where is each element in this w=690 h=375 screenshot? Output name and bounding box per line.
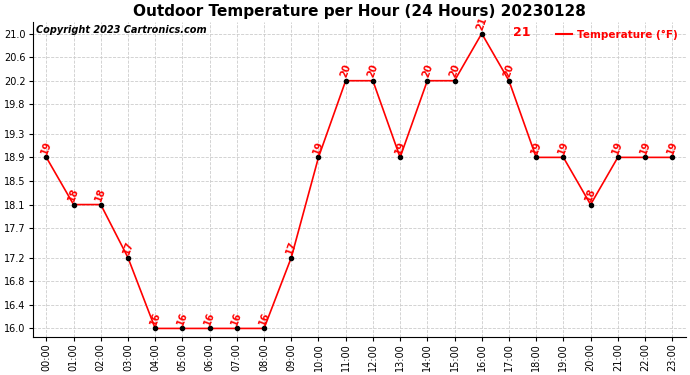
Text: 19: 19 (393, 139, 407, 155)
Text: 19: 19 (529, 139, 543, 155)
Text: 20: 20 (448, 62, 462, 78)
Text: 20: 20 (339, 62, 353, 78)
Text: 16: 16 (203, 310, 217, 326)
Text: 21: 21 (513, 27, 530, 39)
Text: 16: 16 (175, 310, 190, 326)
Text: 16: 16 (257, 310, 271, 326)
Text: 16: 16 (230, 310, 244, 326)
Text: 20: 20 (502, 62, 516, 78)
Text: 17: 17 (121, 239, 135, 255)
Text: 17: 17 (284, 239, 298, 255)
Text: 19: 19 (611, 139, 625, 155)
Text: 19: 19 (39, 139, 53, 155)
Text: 16: 16 (148, 310, 162, 326)
Text: 18: 18 (67, 186, 81, 202)
Text: 18: 18 (94, 186, 108, 202)
Text: 20: 20 (366, 62, 380, 78)
Text: 19: 19 (665, 139, 679, 155)
Text: Copyright 2023 Cartronics.com: Copyright 2023 Cartronics.com (36, 25, 206, 35)
Text: 18: 18 (584, 186, 598, 202)
Text: 19: 19 (311, 139, 326, 155)
Text: 19: 19 (556, 139, 571, 155)
Title: Outdoor Temperature per Hour (24 Hours) 20230128: Outdoor Temperature per Hour (24 Hours) … (133, 4, 586, 19)
Text: 20: 20 (420, 62, 435, 78)
Text: 21: 21 (475, 15, 489, 32)
Legend: Temperature (°F): Temperature (°F) (553, 27, 680, 43)
Text: 19: 19 (638, 139, 652, 155)
